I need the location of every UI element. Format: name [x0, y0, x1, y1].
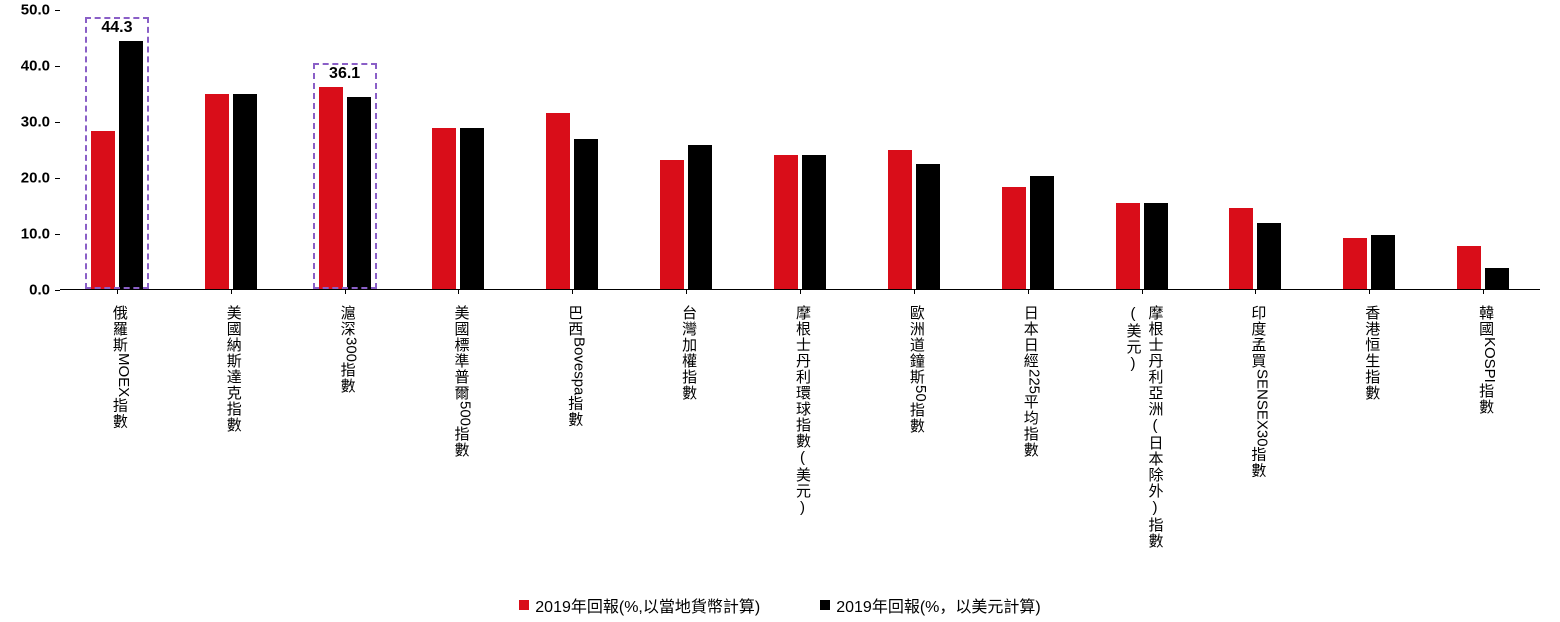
bar-local [1229, 208, 1253, 289]
bar-local [205, 94, 229, 289]
bar-usd [574, 139, 598, 289]
y-tick-mark [55, 10, 60, 11]
x-axis-label: 摩根士丹利環球指數(美元) [792, 305, 813, 517]
x-tick-mark [1255, 289, 1256, 294]
x-axis-label: 巴西Bovespa指數 [564, 305, 587, 427]
x-tick-mark [914, 289, 915, 294]
bar-local [888, 150, 912, 289]
bar-local [319, 87, 343, 289]
y-tick-label: 10.0 [10, 226, 50, 243]
bar-usd [688, 145, 712, 289]
x-axis-label: 美國納斯達克指數 [223, 305, 244, 433]
y-tick-mark [55, 290, 60, 291]
y-tick-label: 40.0 [10, 58, 50, 75]
bar-usd [1030, 176, 1054, 289]
y-tick-mark [55, 234, 60, 235]
y-tick-label: 30.0 [10, 114, 50, 131]
x-axis-label: 日本日經225平均指數 [1020, 305, 1043, 458]
bar-local [1343, 238, 1367, 289]
bar-usd [1371, 235, 1395, 289]
x-axis-label: 滬深300指數 [337, 305, 360, 394]
x-axis-label: 香港恒生指數 [1361, 305, 1382, 401]
callout-label: 36.1 [329, 65, 360, 83]
y-tick-label: 50.0 [10, 2, 50, 19]
x-tick-mark [1028, 289, 1029, 294]
bar-local [432, 128, 456, 289]
x-axis-label: 歐洲道鐘斯50指數 [906, 305, 929, 434]
bar-local [1116, 203, 1140, 289]
x-tick-mark [1142, 289, 1143, 294]
chart-container: 0.0 10.0 20.0 30.0 40.0 50.0 俄羅斯MOEX指數 美國納斯達克指數… [0, 0, 1560, 622]
y-tick-mark [55, 178, 60, 179]
x-axis-label: 印度孟買SENSEX30指數 [1247, 305, 1270, 479]
legend-text: 2019年回報(%,以當地貨幣計算) [535, 599, 760, 616]
x-axis-label: 台灣加權指數 [678, 305, 699, 401]
x-axis-label: 美國標準普爾500指數 [450, 305, 473, 458]
bar-usd [802, 155, 826, 289]
callout-label: 44.3 [101, 19, 132, 37]
x-tick-mark [1483, 289, 1484, 294]
bar-usd [1144, 203, 1168, 289]
x-tick-mark [572, 289, 573, 294]
legend-text: 2019年回報(%，以美元計算) [836, 599, 1040, 616]
y-tick-label: 0.0 [10, 282, 50, 299]
plot-area: 0.010.020.030.040.050.0俄羅斯MOEX指數美國納斯達克指數… [60, 10, 1540, 290]
legend-item: 2019年回報(%,以當地貨幣計算) [519, 593, 760, 617]
x-axis-label: 俄羅斯MOEX指數 [109, 305, 132, 429]
bar-usd [916, 164, 940, 289]
bar-local [1002, 187, 1026, 289]
x-tick-mark [1369, 289, 1370, 294]
legend: 2019年回報(%,以當地貨幣計算) 2019年回報(%，以美元計算) [0, 593, 1560, 617]
bar-usd [119, 41, 143, 289]
bar-usd [233, 94, 257, 289]
x-tick-mark [231, 289, 232, 294]
bar-local [774, 155, 798, 289]
x-tick-mark [458, 289, 459, 294]
bar-local [546, 113, 570, 289]
legend-swatch [519, 600, 529, 610]
x-tick-mark [800, 289, 801, 294]
x-tick-mark [117, 289, 118, 294]
legend-item: 2019年回報(%，以美元計算) [820, 593, 1040, 617]
x-tick-mark [345, 289, 346, 294]
bar-usd [347, 97, 371, 289]
y-tick-label: 20.0 [10, 170, 50, 187]
bar-usd [460, 128, 484, 289]
bar-local [1457, 246, 1481, 289]
legend-swatch [820, 600, 830, 610]
y-tick-mark [55, 122, 60, 123]
bar-local [660, 160, 684, 289]
x-axis-label: 摩根士丹利亞洲(日本除外)指數(美元) [1145, 305, 1166, 549]
x-axis-label: 韓國KOSPI指數 [1475, 305, 1498, 415]
bar-usd [1257, 223, 1281, 289]
y-tick-mark [55, 66, 60, 67]
bar-usd [1485, 268, 1509, 289]
bar-local [91, 131, 115, 289]
x-tick-mark [686, 289, 687, 294]
